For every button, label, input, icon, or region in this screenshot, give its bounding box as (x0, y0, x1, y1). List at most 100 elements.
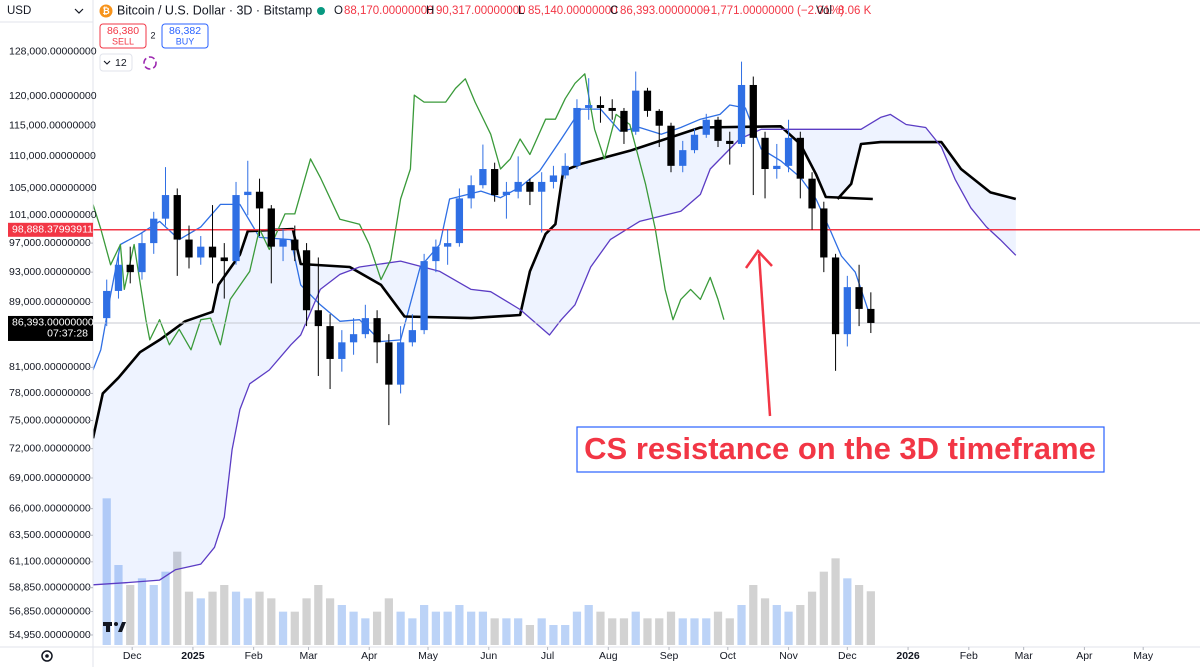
candle-body (690, 134, 699, 151)
y-tick-label: 54,950.00000000 (9, 629, 91, 641)
candle-body (361, 318, 369, 335)
x-tick-label: Aug (599, 650, 618, 662)
legend-value: 90,317.00000000 (436, 5, 526, 17)
volume-bar (349, 611, 358, 645)
tradingview-logo (103, 622, 126, 632)
volume-bar (725, 618, 734, 645)
settings-icon-center[interactable] (45, 654, 49, 658)
volume-bar (490, 618, 499, 645)
indicator-line (836, 140, 1017, 201)
candle-body (820, 208, 828, 258)
volume-bar (478, 611, 488, 645)
candle-body (467, 185, 475, 199)
logo-part (114, 622, 118, 626)
volume-bar (584, 605, 593, 645)
candle-body (608, 107, 616, 111)
y-tick-label: 89,000.00000000 (9, 296, 91, 308)
candle-body (126, 264, 134, 273)
volume-bar (102, 498, 111, 645)
candle-body (843, 287, 851, 335)
x-tick-label: Feb (960, 650, 978, 662)
y-tick-label: 81,000.00000000 (9, 361, 91, 373)
settings-icon[interactable] (41, 650, 53, 662)
volume-bar (396, 611, 405, 645)
x-tick-label: Nov (779, 650, 798, 662)
volume-bar (831, 558, 840, 645)
sync-icon[interactable] (143, 56, 157, 70)
indicator-line (93, 104, 872, 371)
volume-bar (467, 611, 476, 645)
quantity-box[interactable] (99, 53, 133, 72)
candle-body (220, 257, 228, 262)
y-tick-label: 115,000.00000000 (9, 120, 96, 132)
candle-body (455, 198, 464, 244)
candle-body (632, 90, 640, 132)
candle-body (655, 110, 663, 126)
y-tick-label: 75,000.00000000 (9, 414, 91, 426)
y-tick-label: 128,000.00000000 (9, 46, 97, 58)
buy-button[interactable] (161, 23, 209, 49)
volume-bar (702, 618, 711, 645)
volume-bar (619, 618, 629, 645)
volume-bar (431, 611, 440, 645)
annotation-arrow (757, 253, 772, 417)
volume-bar (572, 611, 582, 645)
volume-bar (678, 618, 687, 645)
candle-body (808, 178, 816, 209)
x-tick-label: Apr (361, 650, 378, 662)
volume-bar (325, 598, 335, 645)
volume-bar (361, 618, 370, 645)
volume-bar (208, 591, 217, 645)
candle-body (702, 119, 710, 135)
y-tick-label: 101,000.00000000 (9, 209, 97, 221)
last-price-tag (8, 315, 93, 341)
candle-body (432, 246, 440, 262)
volume-bar (643, 618, 652, 645)
volume-bar (372, 611, 382, 645)
symbol-title: Bitcoin / U.S. Dollar · 3D · Bitstamp (117, 3, 312, 17)
volume-bar (819, 571, 828, 645)
volume-bar (137, 578, 147, 645)
volume-bar (184, 591, 194, 645)
candle-body (773, 165, 781, 170)
x-tick-label: Mar (299, 650, 318, 662)
annotation-arrowhead (744, 249, 773, 269)
volume-bar (255, 591, 264, 645)
volume-bar (737, 605, 746, 645)
volume-bar (126, 585, 135, 645)
candle-body (737, 84, 746, 144)
candle-body (103, 290, 111, 319)
volume-bar (666, 611, 676, 645)
y-tick-label: 69,000.00000000 (9, 472, 91, 484)
currency[interactable]: USD (7, 5, 31, 17)
spread: 2 (150, 30, 155, 40)
volume-bar (278, 611, 288, 645)
candle-body (208, 246, 217, 258)
candle-body (291, 239, 299, 251)
candle-body (173, 195, 181, 240)
market-status[interactable] (317, 7, 325, 15)
candle-body (514, 181, 522, 192)
volume-bar (655, 618, 664, 645)
volume-bar (549, 625, 558, 645)
y-tick-label: 110,000.00000000 (9, 150, 96, 162)
legend-value: 86,393.00000000 (620, 5, 710, 17)
candle-body (867, 308, 875, 323)
volume-bar (290, 611, 299, 645)
candle-body (761, 137, 769, 170)
candle-body (784, 137, 793, 166)
legend-key: H (426, 5, 434, 17)
volume-bar (514, 618, 523, 645)
candle-body (479, 169, 487, 186)
y-tick-label: 120,000.00000000 (9, 90, 97, 102)
candle-body (185, 239, 193, 258)
volume-bar (267, 598, 276, 645)
sell-button[interactable] (99, 23, 147, 49)
candle-body (302, 250, 311, 311)
volume-bar (843, 578, 852, 645)
currency-chevron[interactable] (74, 8, 84, 14)
quantity-chevron[interactable] (103, 60, 111, 65)
x-tick-label: May (1133, 650, 1154, 662)
